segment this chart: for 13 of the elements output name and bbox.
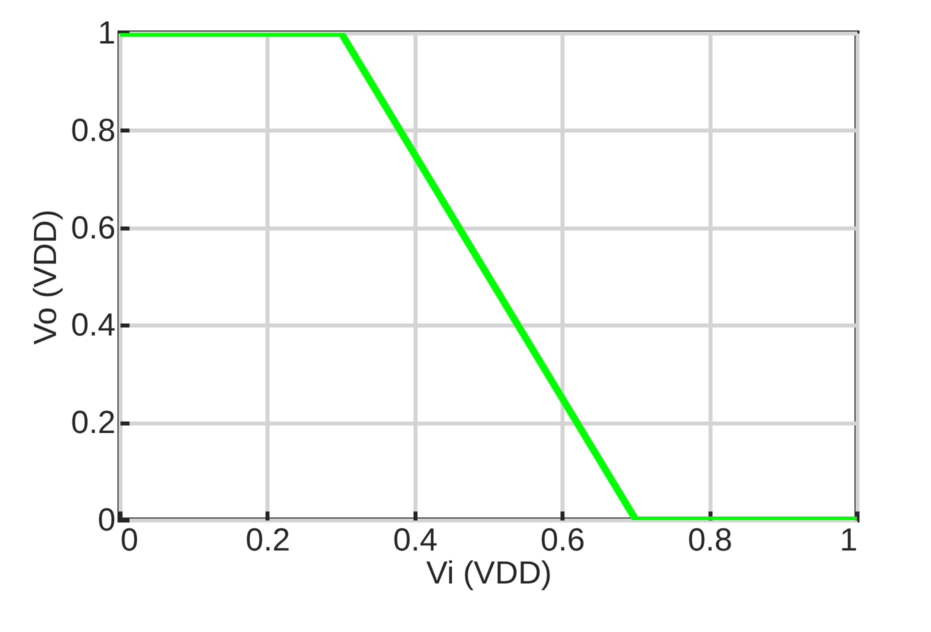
x-tick-label: 0.6 [540,522,585,558]
y-tick-label: 0.2 [71,404,116,440]
x-axis-title: Vi (VDD) [426,554,552,590]
y-tick-label: 1 [98,14,116,50]
y-axis-title: Vo (VDD) [27,209,64,345]
y-tick-label: 0.4 [71,306,116,343]
x-tick-label: 0.2 [246,522,290,558]
x-tick-label: 0 [120,522,138,558]
x-tick-label: 1 [840,522,858,558]
y-tick-label: 0.6 [71,209,116,246]
y-tick-label: 0.8 [71,112,116,148]
x-tick-label: 0.4 [393,522,438,558]
x-tick-label: 0.8 [688,522,732,558]
